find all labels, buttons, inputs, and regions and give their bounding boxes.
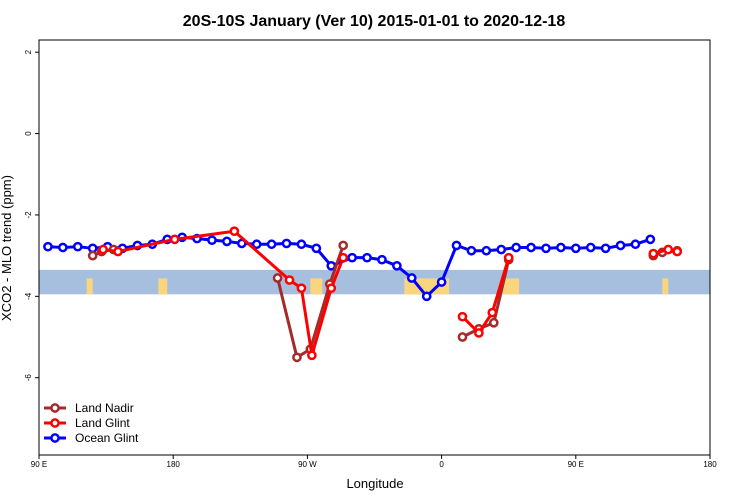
legend-item: Ocean Glint <box>44 431 139 445</box>
y-axis: 2 0 -2 -4 -6 <box>24 49 39 381</box>
data-point <box>630 239 641 250</box>
data-point <box>457 311 468 322</box>
series-land-glint <box>98 226 683 361</box>
data-point <box>207 235 217 246</box>
data-point <box>98 244 108 255</box>
data-point <box>487 307 498 318</box>
data-point <box>663 244 674 255</box>
data-point <box>284 275 295 285</box>
data-point <box>496 244 507 255</box>
data-point <box>457 332 468 342</box>
data-point <box>292 352 302 363</box>
data-point <box>58 242 68 253</box>
data-point <box>87 250 98 261</box>
data-point <box>307 350 317 361</box>
x-tick-label: 90 E <box>568 460 584 469</box>
data-point <box>585 242 596 253</box>
x-tick-label: 0 <box>439 460 444 469</box>
x-axis: 90 E 180 90 W 0 90 E 180 <box>31 455 717 469</box>
x-tick-label: 90 W <box>298 460 317 469</box>
data-point <box>272 273 283 283</box>
data-point <box>648 248 659 259</box>
legend-swatch-marker <box>50 418 60 428</box>
data-point <box>43 241 53 252</box>
data-point <box>338 252 349 263</box>
legend-swatch-marker <box>50 433 60 443</box>
series-layer <box>43 226 683 363</box>
data-point <box>169 234 180 245</box>
legend-item: Land Nadir <box>44 401 134 415</box>
y-tick-label: -2 <box>24 211 33 219</box>
data-point <box>113 246 123 257</box>
ocean-band <box>39 269 710 295</box>
legend-label: Land Glint <box>75 416 130 430</box>
data-point <box>406 273 417 283</box>
x-tick-label: 180 <box>703 460 717 469</box>
data-point <box>222 236 232 247</box>
data-point <box>600 243 611 254</box>
land-band-segment <box>310 278 323 295</box>
data-point <box>296 239 307 250</box>
data-point <box>326 283 337 294</box>
land-band-segment <box>158 278 168 295</box>
data-point <box>503 252 514 263</box>
data-point <box>421 291 432 302</box>
x-axis-label: Longitude <box>346 476 403 491</box>
legend-label: Ocean Glint <box>75 431 139 445</box>
data-point <box>645 234 656 245</box>
series-ocean-glint <box>43 232 656 302</box>
data-point <box>251 239 262 250</box>
chart-title: 20S-10S January (Ver 10) 2015-01-01 to 2… <box>183 13 566 30</box>
data-point <box>570 243 581 254</box>
x-tick-label: 180 <box>167 460 181 469</box>
land-band-segment <box>501 278 520 295</box>
data-point <box>266 239 277 250</box>
y-tick-label: -4 <box>24 292 33 300</box>
data-point <box>72 241 83 252</box>
series-line <box>461 259 511 339</box>
data-point <box>362 252 372 263</box>
data-point <box>481 245 492 256</box>
y-tick-label: 2 <box>24 49 33 54</box>
land-band-segment <box>662 278 669 295</box>
x-tick-label: 90 E <box>31 460 47 469</box>
data-point <box>281 238 292 249</box>
data-point <box>466 245 477 256</box>
land-band-segment <box>86 278 93 295</box>
plot-frame <box>38 39 711 456</box>
legend-item: Land Glint <box>44 416 130 430</box>
data-point <box>311 243 322 254</box>
data-point <box>436 277 447 287</box>
data-point <box>488 317 499 328</box>
data-point <box>615 240 626 251</box>
land-ocean-band <box>39 269 710 295</box>
data-point <box>347 252 357 263</box>
data-point <box>392 260 402 271</box>
data-point <box>556 242 566 253</box>
data-point <box>338 240 349 251</box>
data-point <box>377 254 387 265</box>
legend-swatch-marker <box>50 403 60 413</box>
data-point <box>511 242 522 253</box>
data-point <box>474 328 484 338</box>
y-tick-label: -6 <box>24 374 33 382</box>
data-point <box>236 238 247 249</box>
data-point <box>229 226 240 237</box>
data-point <box>451 240 462 251</box>
y-axis-label: XCO2 - MLO trend (ppm) <box>0 175 14 321</box>
data-point <box>672 246 683 257</box>
data-point <box>526 242 536 253</box>
data-point <box>296 283 307 294</box>
legend-label: Land Nadir <box>75 401 134 415</box>
series-line <box>461 257 511 335</box>
y-tick-label: 0 <box>24 131 33 136</box>
data-point <box>541 243 551 254</box>
